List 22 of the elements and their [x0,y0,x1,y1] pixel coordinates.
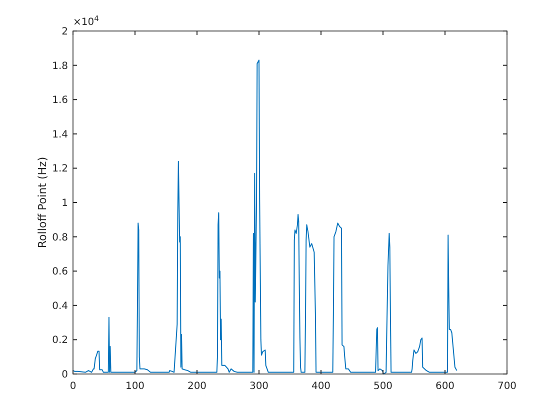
y-tick-label: 0.6 [52,266,68,278]
x-tick-label: 400 [311,381,331,392]
y-tick-label: 1.4 [52,129,68,140]
x-tick-label: 700 [497,381,517,392]
y-tick-label: 0.8 [52,232,68,244]
x-tick-label: 300 [249,381,269,392]
x-tick-label: 500 [373,381,393,392]
x-tick-label: 200 [187,381,207,392]
text: ×10$^{4}$ [73,14,100,28]
y-tick-label: 0 [62,370,68,380]
y-tick-label: 1.6 [52,95,68,106]
x-tick-label: 0 [70,381,76,392]
y-tick-label: 2 [62,26,68,38]
y-axis-title: Rolloff Point (Hz) [36,156,49,248]
y-tick-label: 0.2 [52,335,68,346]
line-series [72,60,458,374]
y-tick-label: 1.2 [52,164,68,175]
y-tick-label: 1.8 [52,60,68,72]
y-tick-label: 1 [62,198,68,209]
y-tick-label: 0.4 [52,300,68,312]
x-tick-label: 600 [435,381,455,392]
x-tick-label: 100 [125,381,145,392]
